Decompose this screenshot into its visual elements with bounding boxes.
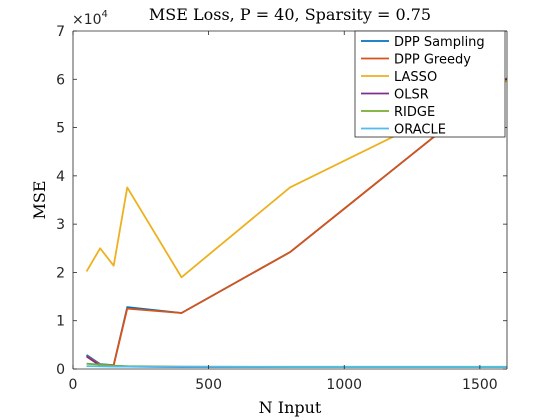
y-tick-label: 7: [56, 24, 65, 40]
legend-label: OLSR: [394, 88, 429, 103]
legend-item: ORACLE: [361, 123, 446, 138]
x-tick-label: 0: [69, 377, 78, 393]
tick-layer: 0 500 1000 1500 0 1 2 3 4 5 6 7: [56, 24, 507, 393]
x-tick-label: 500: [195, 377, 222, 393]
legend-item: LASSO: [361, 70, 437, 85]
legend-items: DPP Sampling DPP Greedy LASSO OLSR RIDGE ORAC…: [361, 35, 485, 138]
y-axis-label: MSE: [30, 180, 49, 219]
y-tick-label: 2: [56, 265, 65, 281]
x-axis-label: N Input: [259, 398, 322, 417]
legend-label: DPP Sampling: [394, 35, 485, 50]
y-tick-label: 5: [56, 121, 65, 137]
legend-item: DPP Greedy: [361, 53, 471, 68]
series-line-oracle: [86, 365, 507, 368]
y-tick-label: 0: [56, 362, 65, 378]
y-exponent-base: ×10: [72, 12, 102, 28]
series-layer: [85, 77, 507, 368]
x-tick-label: 1000: [326, 377, 362, 393]
legend-item: OLSR: [361, 88, 429, 103]
y-tick-label: 1: [56, 314, 65, 330]
legend-label: DPP Greedy: [394, 53, 471, 68]
y-tick-label: 6: [56, 72, 65, 88]
y-tick-label: 3: [56, 217, 65, 233]
series-line-lasso: [85, 79, 507, 279]
legend-label: LASSO: [394, 70, 437, 85]
y-axis-exponent: ×104: [72, 9, 108, 28]
legend-label: RIDGE: [394, 105, 435, 120]
y-tick-label: 4: [56, 169, 65, 185]
legend-label: ORACLE: [394, 123, 446, 138]
y-exponent-power: 4: [102, 9, 108, 20]
chart-title: MSE Loss, P = 40, Sparsity = 0.75: [149, 5, 431, 24]
legend-item: DPP Sampling: [361, 35, 485, 50]
x-tick-label: 1500: [462, 377, 498, 393]
legend-item: RIDGE: [361, 105, 435, 120]
legend: DPP Sampling DPP Greedy LASSO OLSR RIDGE ORAC…: [354, 30, 506, 138]
legend-box: [354, 30, 506, 138]
